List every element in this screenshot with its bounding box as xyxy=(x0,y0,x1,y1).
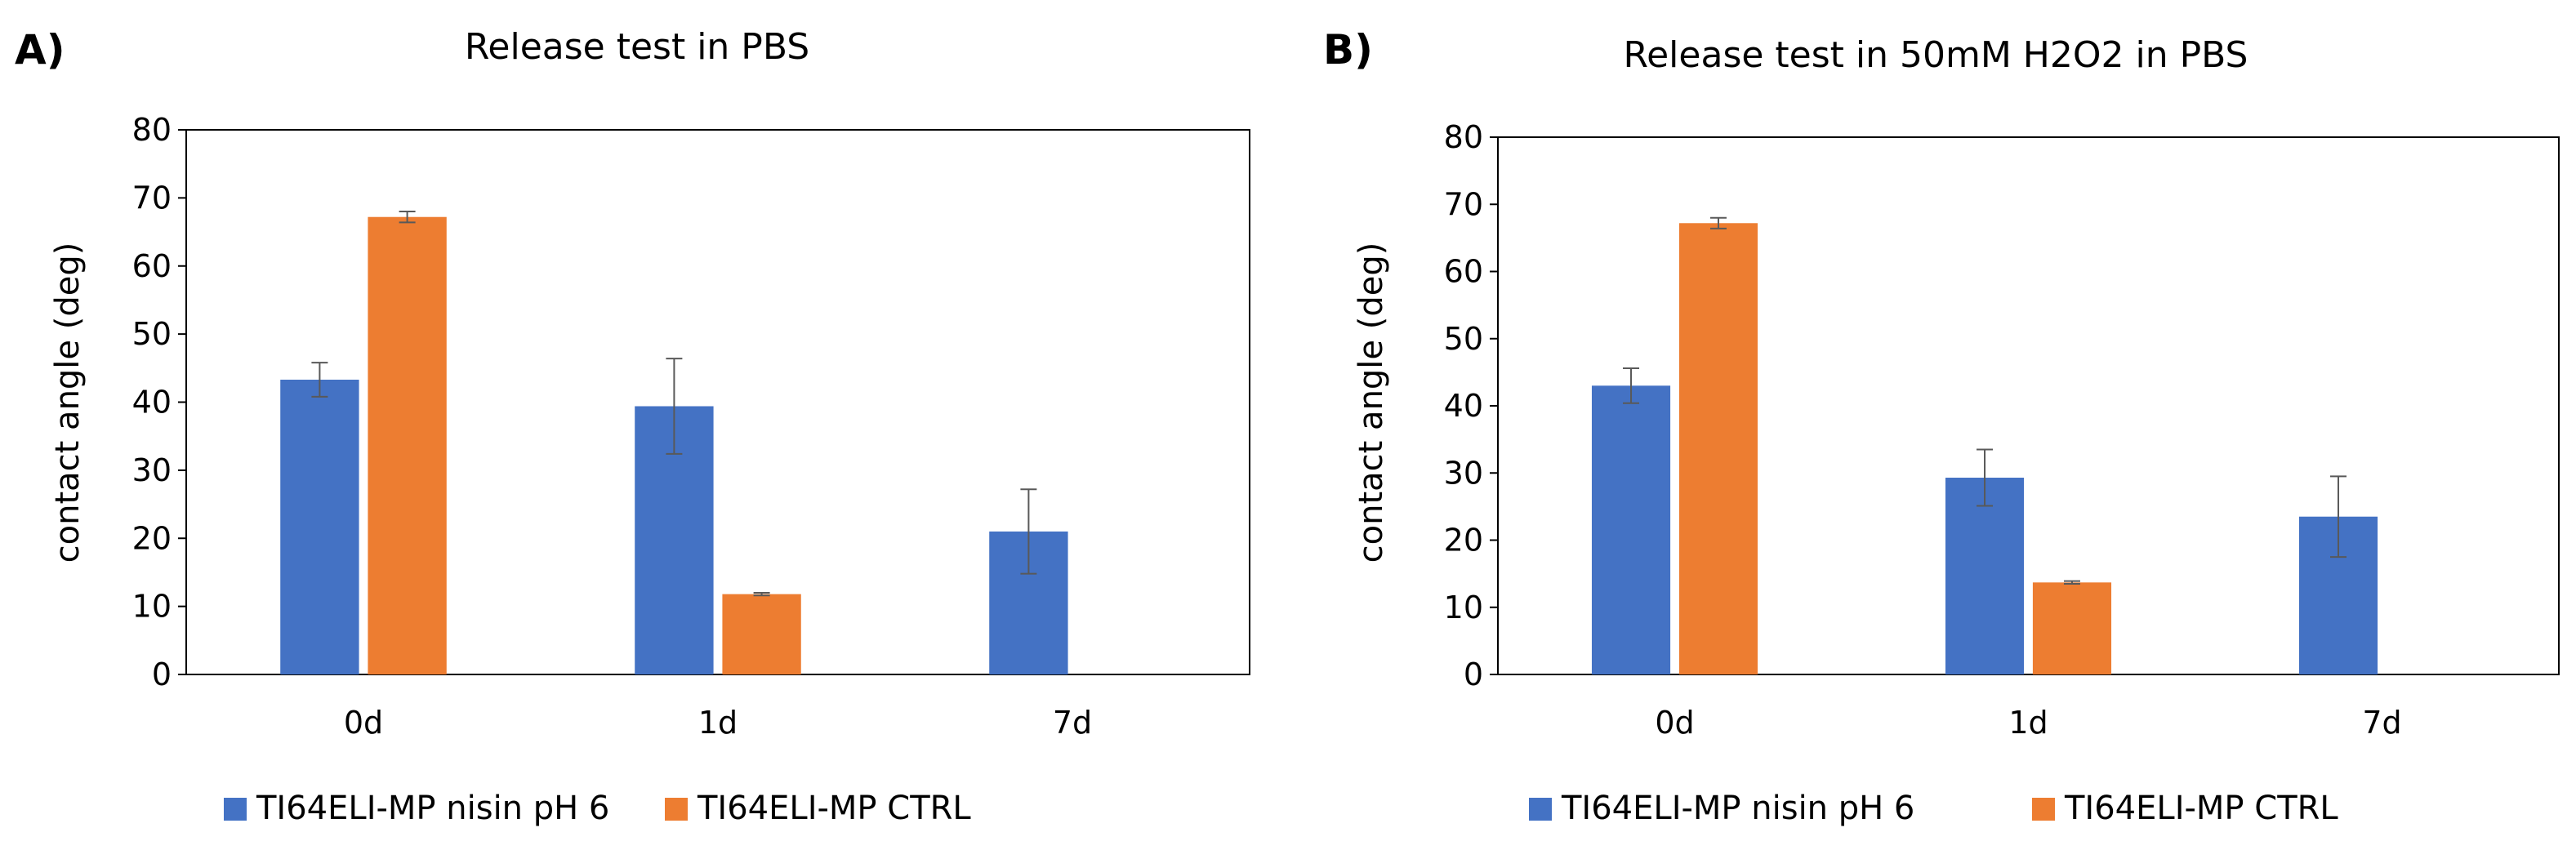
chart-a-y-axis-label: contact angle (deg) xyxy=(49,243,87,563)
chart-b-x-tick-label: 7d xyxy=(2362,705,2401,741)
chart-b-legend-swatch xyxy=(1529,798,1552,821)
chart-panel-b: B) Release test in 50mM H2O2 in PBS cont… xyxy=(1323,26,2559,827)
chart-panel-a: A) Release test in PBS contact angle (de… xyxy=(15,26,1250,827)
chart-a-y-tick-label: 70 xyxy=(132,180,172,216)
panel-a-letter: A) xyxy=(15,26,65,73)
chart-a-y-tick-label: 50 xyxy=(132,316,172,352)
chart-a-legend-label: TI64ELI-MP nisin pH 6 xyxy=(256,790,609,827)
chart-a-y-tick-label: 40 xyxy=(132,385,172,421)
chart-b-y-axis-label: contact angle (deg) xyxy=(1353,243,1390,563)
chart-a-x-tick-label: 1d xyxy=(698,705,738,741)
chart-a-y-tick-label: 0 xyxy=(152,656,172,692)
chart-b-legend: TI64ELI-MP nisin pH 6 TI64ELI-MP CTRL xyxy=(1529,790,2338,827)
chart-a-bar xyxy=(280,380,359,674)
chart-b-legend-label: TI64ELI-MP nisin pH 6 xyxy=(1561,790,1914,827)
chart-b-bar xyxy=(1945,478,2024,674)
chart-b-legend-label: TI64ELI-MP CTRL xyxy=(2064,790,2338,827)
chart-a-legend-label: TI64ELI-MP CTRL xyxy=(697,790,971,827)
chart-a-y-tick-label: 20 xyxy=(132,520,172,556)
chart-b-bar xyxy=(1679,223,1758,674)
panel-b-letter: B) xyxy=(1323,26,1373,73)
chart-b-y-tick-label: 70 xyxy=(1444,186,1483,222)
chart-b-bar xyxy=(2033,582,2111,674)
chart-b-x-tick-label: 1d xyxy=(2008,705,2048,741)
chart-b-bar xyxy=(1592,385,1670,674)
chart-b-y-tick-label: 40 xyxy=(1444,388,1483,424)
chart-a-y-tick-label: 80 xyxy=(132,112,172,148)
chart-a-y-tick-label: 60 xyxy=(132,248,172,284)
chart-a-bar xyxy=(368,217,446,674)
chart-a-y-tick-label: 10 xyxy=(132,589,172,625)
chart-b-y-tick-label: 10 xyxy=(1444,590,1483,625)
chart-b-y-tick-label: 80 xyxy=(1444,119,1483,155)
chart-a-plot-area: 0 10 20 30 40 50 60 70 80 0d 1d 7d xyxy=(132,112,1250,741)
chart-a-title: Release test in PBS xyxy=(465,26,809,68)
chart-a-legend: TI64ELI-MP nisin pH 6 TI64ELI-MP CTRL xyxy=(224,790,971,827)
chart-b-y-tick-label: 20 xyxy=(1444,523,1483,559)
chart-b-x-tick-label: 0d xyxy=(1655,705,1694,741)
chart-b-y-tick-label: 60 xyxy=(1444,254,1483,290)
chart-a-bar xyxy=(722,594,800,674)
chart-b-y-tick-label: 50 xyxy=(1444,321,1483,357)
chart-b-y-tick-label: 0 xyxy=(1464,656,1483,692)
chart-a-legend-swatch xyxy=(665,798,688,821)
chart-a-y-tick-label: 30 xyxy=(132,452,172,488)
chart-a-x-tick-label: 7d xyxy=(1053,705,1092,741)
chart-b-title: Release test in 50mM H2O2 in PBS xyxy=(1624,34,2248,76)
chart-a-legend-swatch xyxy=(224,798,247,821)
chart-a-x-tick-label: 0d xyxy=(344,705,383,741)
chart-b-y-tick-label: 30 xyxy=(1444,455,1483,491)
chart-b-plot-area: 0 10 20 30 40 50 60 70 80 0d 1d 7d xyxy=(1444,119,2559,741)
chart-b-legend-swatch xyxy=(2032,798,2055,821)
figure-canvas: A) Release test in PBS contact angle (de… xyxy=(0,0,2576,859)
